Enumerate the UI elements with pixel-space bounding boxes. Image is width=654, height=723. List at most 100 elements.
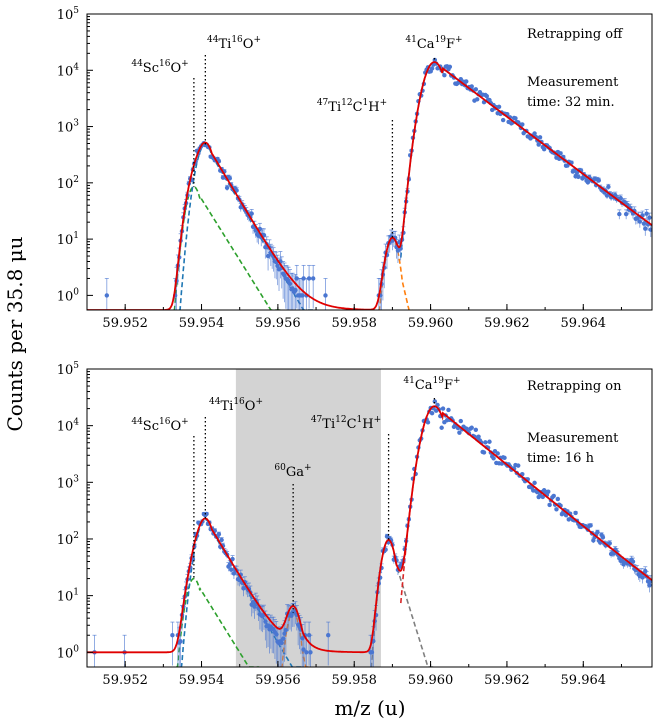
data-point bbox=[304, 650, 309, 655]
data-point bbox=[588, 523, 593, 528]
component-curve bbox=[400, 61, 652, 258]
data-point bbox=[249, 211, 254, 216]
data-point bbox=[301, 276, 306, 281]
data-point bbox=[447, 64, 453, 69]
data-point bbox=[496, 104, 502, 110]
data-point bbox=[596, 178, 602, 183]
x-tick-label: 59.954 bbox=[179, 316, 225, 331]
data-point bbox=[630, 559, 636, 564]
data-point bbox=[558, 151, 563, 156]
data-point bbox=[326, 633, 331, 638]
data-point bbox=[473, 427, 479, 432]
fit-curve bbox=[87, 405, 652, 654]
y-tick-label: 101 bbox=[57, 588, 79, 605]
data-point bbox=[425, 420, 431, 425]
data-point bbox=[104, 293, 110, 298]
x-tick-label: 59.964 bbox=[561, 673, 607, 688]
data-point bbox=[219, 537, 224, 543]
x-tick-label: 59.958 bbox=[331, 673, 377, 688]
data-point bbox=[283, 627, 289, 633]
data-point bbox=[573, 510, 578, 516]
peak-label: 41Ca19F+ bbox=[403, 376, 460, 393]
component-curve bbox=[178, 143, 314, 310]
data-point bbox=[547, 502, 552, 508]
y-tick-label: 102 bbox=[57, 531, 79, 548]
data-point bbox=[532, 131, 537, 136]
plot-area bbox=[87, 57, 652, 310]
y-tick-label: 104 bbox=[57, 418, 80, 435]
data-point bbox=[481, 450, 487, 455]
data-point bbox=[540, 494, 545, 500]
data-point bbox=[458, 418, 463, 424]
data-point bbox=[541, 147, 547, 152]
data-point bbox=[429, 411, 435, 416]
data-point bbox=[491, 456, 496, 461]
x-tick-label: 59.952 bbox=[102, 316, 148, 331]
data-point bbox=[216, 532, 222, 537]
data-point bbox=[170, 633, 175, 638]
x-tick-label: 59.960 bbox=[408, 316, 454, 331]
peak-label: 44Ti16O+ bbox=[209, 397, 263, 414]
data-point bbox=[429, 66, 435, 71]
data-point bbox=[440, 406, 446, 411]
data-point bbox=[502, 455, 507, 461]
plot-frame bbox=[86, 368, 653, 668]
data-point bbox=[617, 211, 622, 217]
data-point bbox=[310, 276, 316, 281]
data-point bbox=[178, 639, 183, 644]
peak-label: 41Ca19F+ bbox=[405, 35, 462, 52]
peak-label: 44Sc16O+ bbox=[131, 59, 188, 76]
x-tick-label: 59.962 bbox=[484, 316, 530, 331]
x-tick-label: 59.960 bbox=[408, 673, 454, 688]
y-tick-label: 102 bbox=[57, 175, 79, 192]
data-point bbox=[457, 430, 462, 435]
y-tick-label: 105 bbox=[57, 6, 80, 23]
data-point bbox=[439, 425, 444, 430]
y-tick-label: 103 bbox=[57, 119, 80, 136]
data-point bbox=[227, 176, 233, 181]
data-point bbox=[442, 73, 447, 78]
y-tick-label: 103 bbox=[57, 474, 80, 491]
x-tick-label: 59.954 bbox=[179, 673, 225, 688]
data-point bbox=[474, 97, 480, 102]
data-point bbox=[228, 567, 234, 572]
x-tick-label: 59.958 bbox=[331, 316, 377, 331]
measurement-time-note: time: 32 min. bbox=[527, 95, 615, 110]
data-point bbox=[606, 184, 611, 190]
data-point bbox=[595, 530, 600, 535]
data-point bbox=[537, 135, 543, 140]
data-point bbox=[585, 180, 591, 185]
y-axis-title: Counts per 35.8 μu bbox=[3, 236, 27, 431]
data-point bbox=[432, 399, 438, 404]
data-point bbox=[513, 116, 518, 121]
measurement-time-note: Measurement bbox=[527, 431, 619, 446]
plot-frame bbox=[86, 13, 653, 311]
x-tick-label: 59.956 bbox=[255, 316, 301, 331]
y-tick-label: 100 bbox=[57, 287, 80, 304]
data-point bbox=[487, 439, 492, 444]
data-point bbox=[520, 122, 525, 127]
data-point bbox=[483, 440, 488, 445]
x-axis-title: m/z (u) bbox=[334, 696, 405, 720]
data-point bbox=[495, 451, 500, 456]
measurement-time-note: time: 16 h bbox=[527, 451, 595, 466]
data-point bbox=[306, 276, 312, 281]
peak-label: 47Ti12C1H+ bbox=[317, 98, 387, 115]
data-point bbox=[546, 489, 551, 494]
data-point bbox=[536, 142, 541, 147]
data-point bbox=[204, 511, 209, 517]
panel-top: 59.952 59.954 59.956 59.958 59.960 59.962 59.9… bbox=[57, 6, 653, 331]
data-point bbox=[464, 79, 469, 84]
peak-label: 60Ga+ bbox=[274, 463, 311, 480]
plot-area bbox=[87, 399, 652, 667]
peak-label: 44Ti16O+ bbox=[207, 35, 261, 52]
data-point bbox=[323, 293, 328, 298]
component-curve bbox=[176, 577, 260, 667]
data-point bbox=[623, 211, 629, 217]
data-point bbox=[532, 480, 537, 486]
data-point bbox=[644, 211, 649, 216]
data-point bbox=[500, 117, 506, 123]
data-point bbox=[484, 93, 489, 99]
x-tick-label: 59.952 bbox=[102, 673, 148, 688]
